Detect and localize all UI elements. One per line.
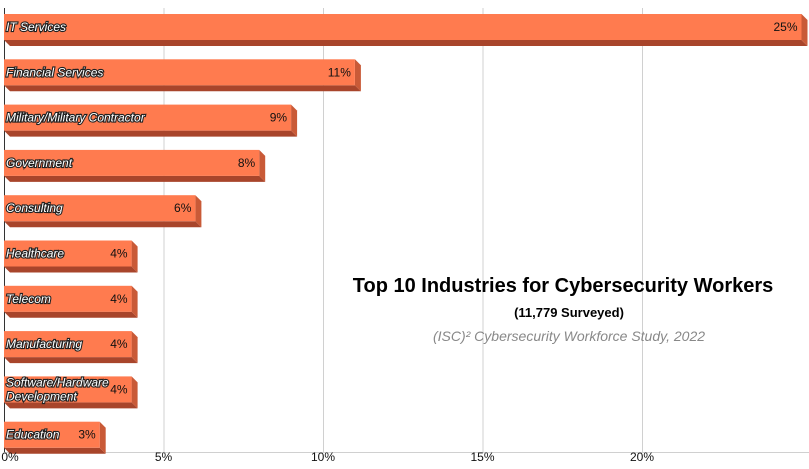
x-tick-label: 0%	[1, 450, 19, 464]
bar	[4, 149, 266, 182]
bar	[4, 376, 138, 409]
bar-value-label: 8%	[238, 156, 256, 170]
x-tick-label: 20%	[630, 450, 654, 464]
bar-value-label: 4%	[110, 292, 128, 306]
bar-value-label: 4%	[110, 382, 128, 396]
bar-value-label: 3%	[78, 428, 96, 442]
bar-category-label: Military/Military Contractor	[6, 111, 146, 125]
bar-category-label: IT Services	[6, 20, 66, 34]
bar	[4, 14, 808, 46]
bar-category-label: Healthcare	[6, 247, 64, 261]
bar-value-label: 9%	[270, 111, 288, 125]
bar-labels: 25% IT Services 11% Financial Services 9% Mil…	[5, 19, 798, 443]
chart-title: Top 10 Industries for Cybersecurity Work…	[353, 275, 774, 297]
x-tick-label: 15%	[470, 450, 494, 464]
bar-category-label: Telecom	[6, 292, 51, 306]
bar-value-label: 25%	[773, 20, 797, 34]
chart-subtitle: (11,779 Surveyed)	[514, 305, 624, 320]
x-tick-label: 5%	[155, 450, 173, 464]
x-axis-ticks: 0% 5% 10% 15% 20%	[1, 450, 654, 464]
bar-category-label: Software/Hardware Development	[6, 375, 109, 403]
bar	[4, 331, 138, 364]
bar	[4, 240, 138, 273]
bar	[4, 59, 361, 92]
bar	[4, 285, 138, 318]
x-tick-label: 10%	[311, 450, 335, 464]
bar-category-label: Consulting	[6, 201, 63, 215]
bar-category-label: Government	[6, 156, 73, 170]
bar	[4, 421, 106, 454]
bar-category-label: Education	[6, 428, 60, 442]
bar-value-label: 4%	[110, 337, 128, 351]
bar	[4, 104, 298, 137]
bars	[4, 14, 808, 454]
chart-source: (ISC)² Cybersecurity Workforce Study, 20…	[433, 328, 705, 344]
bar-category-label: Financial Services	[6, 65, 103, 79]
bar-value-label: 4%	[110, 247, 128, 261]
bar-value-label: 11%	[328, 65, 351, 79]
bar	[4, 195, 202, 228]
bar-category-label: Manufacturing	[6, 337, 82, 351]
bar-value-label: 6%	[174, 201, 192, 215]
